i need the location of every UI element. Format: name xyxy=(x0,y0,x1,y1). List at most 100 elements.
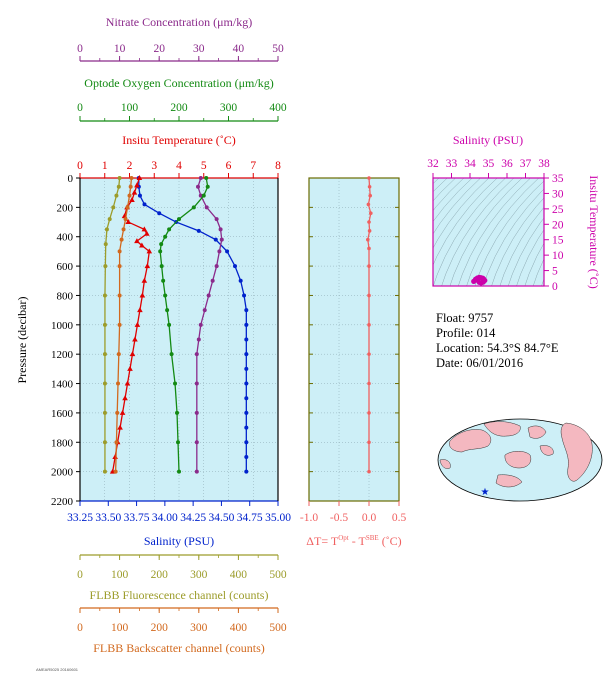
pressure-tick-label: 0 xyxy=(68,173,74,185)
temperature-point xyxy=(117,424,123,430)
temperature-point xyxy=(137,307,143,313)
temperature-point xyxy=(129,351,136,357)
backscatter-point xyxy=(114,440,119,445)
backscatter-point xyxy=(117,322,122,327)
oxygen-tick-label: 400 xyxy=(269,102,287,114)
dt-point xyxy=(367,185,372,189)
oxygen-tick-label: 100 xyxy=(121,102,139,114)
salinity-tick-label: 33.75 xyxy=(124,512,150,524)
oxygen-point xyxy=(169,352,174,357)
oxygen-point xyxy=(177,217,181,222)
fluorescence-point xyxy=(102,410,107,415)
nitrate-point xyxy=(214,217,219,222)
nitrate-point xyxy=(194,440,199,445)
backscatter-axis-label: FLBB Backscatter channel (counts) xyxy=(93,641,265,655)
oxygen-point xyxy=(167,227,172,232)
salinity-tick-label: 34.75 xyxy=(237,512,263,524)
ts-title: Salinity (PSU) xyxy=(453,133,523,147)
salinity-point xyxy=(157,211,162,216)
salinity-tick-label: 34.25 xyxy=(180,512,206,524)
ts-point xyxy=(474,277,480,283)
oxygen-point xyxy=(165,308,170,313)
salinity-tick-label: 34.50 xyxy=(208,512,234,524)
nitrate-tick-label: 40 xyxy=(233,43,245,55)
backscatter-point xyxy=(116,352,121,357)
temperature-point xyxy=(119,409,126,415)
ts-y-tick-label: 25 xyxy=(552,204,564,216)
temperature-point xyxy=(139,292,146,298)
dt-tick-label: -0.5 xyxy=(330,512,348,524)
oxygen-point xyxy=(205,184,210,189)
backscatter-point xyxy=(117,293,122,298)
pressure-tick-label: 600 xyxy=(57,261,74,273)
float-row: Float: 9757 xyxy=(436,311,494,325)
pressure-tick-label: 400 xyxy=(57,232,74,244)
oxygen-point xyxy=(159,264,164,269)
temperature-point xyxy=(122,395,128,401)
pressure-tick-label: 1200 xyxy=(51,349,74,361)
oxygen-point xyxy=(159,242,164,247)
ts-isopycnal xyxy=(482,188,544,286)
dt-point xyxy=(367,469,371,474)
salinity-point xyxy=(196,228,201,233)
nitrate-point xyxy=(210,278,215,283)
nitrate-point xyxy=(198,322,203,327)
profile-id: 014 xyxy=(476,326,496,340)
ts-isopycnal xyxy=(466,178,540,286)
fluorescence-tick-label: 100 xyxy=(111,569,129,581)
dt-point xyxy=(368,193,373,198)
world-map-globe: ★ xyxy=(437,418,603,502)
temperature-point xyxy=(146,248,153,254)
temperature-point xyxy=(125,219,132,225)
nitrate-point xyxy=(202,308,207,313)
temperature-tick-label: 4 xyxy=(176,160,182,172)
dt-point xyxy=(367,229,372,233)
dt-frame xyxy=(308,177,400,502)
oxygen-tick-label: 0 xyxy=(77,102,83,114)
oxygen-point xyxy=(161,278,166,283)
pressure-tick-label: 1600 xyxy=(51,408,74,420)
pressure-tick-label: 1800 xyxy=(51,437,74,449)
backscatter-tick-label: 100 xyxy=(111,622,129,634)
ts-isopycnal xyxy=(433,178,490,249)
nitrate-point xyxy=(217,249,222,254)
pressure-tick-label: 2000 xyxy=(51,467,74,479)
backscatter-point xyxy=(113,469,118,474)
dt-point xyxy=(367,411,371,415)
backscatter-line xyxy=(114,177,133,472)
ts-isopycnal xyxy=(457,178,531,286)
ts-y-tick-label: 10 xyxy=(552,250,564,262)
fluorescence-point xyxy=(116,184,121,189)
ts-isopycnal xyxy=(532,258,544,286)
date-row: Date: 06/01/2016 xyxy=(436,356,524,370)
dt-point xyxy=(366,202,371,207)
backscatter-tick-label: 300 xyxy=(190,622,208,634)
ts-isopycnal xyxy=(433,178,506,286)
oxygen-point xyxy=(204,176,209,180)
temperature-point xyxy=(134,321,141,327)
ts-x-tick-label: 37 xyxy=(520,158,532,170)
backscatter-tick-label: 400 xyxy=(230,622,248,634)
salinity-tick-label: 35.00 xyxy=(265,512,291,524)
salinity-point xyxy=(225,249,230,254)
temperature-tick-label: 2 xyxy=(127,160,133,172)
oxygen-point xyxy=(158,249,163,254)
fluorescence-point xyxy=(102,322,107,327)
dt-point xyxy=(367,293,371,298)
ts-y-tick-label: 35 xyxy=(552,173,564,185)
salinity-point xyxy=(244,322,249,327)
nitrate-tick-label: 0 xyxy=(77,43,83,55)
ts-x-tick-label: 38 xyxy=(538,158,550,170)
nitrate-point xyxy=(214,264,219,269)
oxygen-point xyxy=(201,193,206,198)
dt-point xyxy=(367,246,371,251)
ts-plot-area xyxy=(433,178,544,286)
salinity-point xyxy=(213,237,218,242)
pressure-axis: 0 200 400 600 800 1000 1200 1400 1600 1800 2000 220… xyxy=(51,173,80,508)
pressure-axis-label: Pressure (decibar) xyxy=(15,297,29,384)
dt-point xyxy=(367,352,371,356)
location-value: 54.3°S 84.7°E xyxy=(487,341,559,355)
salinity-point xyxy=(244,396,249,401)
ts-y-tick-label: 15 xyxy=(552,235,564,247)
